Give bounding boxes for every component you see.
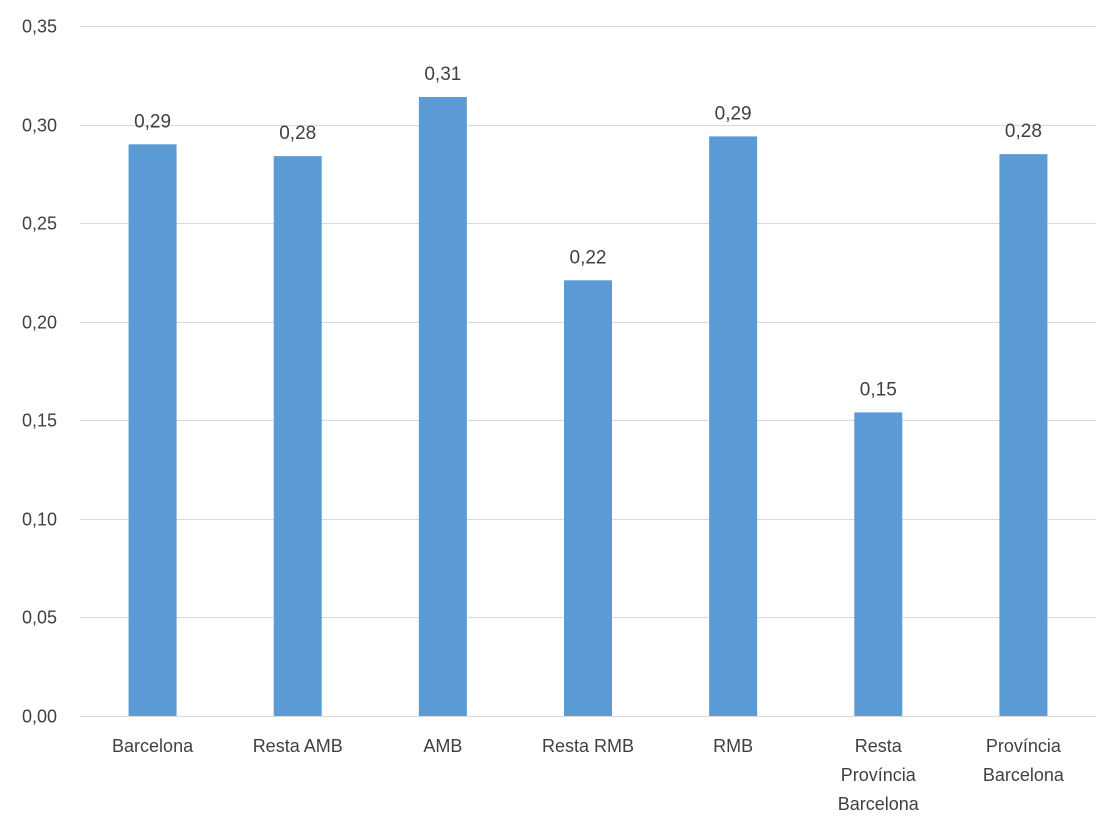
y-tick-label: 0,30 [22, 116, 57, 136]
data-label: 0,29 [134, 111, 171, 132]
bar [128, 144, 177, 717]
y-tick-label: 0,00 [22, 707, 57, 727]
y-tick-label: 0,35 [22, 17, 57, 37]
x-tick-label: Província [841, 765, 917, 785]
data-label: 0,28 [279, 123, 316, 144]
x-tick-label: Barcelona [838, 794, 920, 814]
data-label: 0,15 [860, 379, 897, 400]
bar [854, 412, 903, 716]
bar [999, 154, 1048, 717]
bar [564, 280, 612, 716]
y-tick-label: 0,05 [22, 608, 57, 628]
bar [273, 156, 322, 717]
x-tick-label: Resta [855, 736, 903, 756]
x-tick-label: AMB [423, 736, 462, 756]
y-axis-tick-labels: 0,00 0,05 0,10 0,15 0,20 0,25 0,30 0,35 [22, 17, 57, 727]
data-label: 0,31 [424, 64, 461, 85]
x-tick-label: RMB [713, 736, 753, 756]
y-tick-label: 0,15 [22, 411, 57, 431]
y-tick-label: 0,10 [22, 510, 57, 530]
data-label: 0,22 [570, 247, 607, 268]
x-tick-label: Resta RMB [542, 736, 634, 756]
y-tick-label: 0,25 [22, 214, 57, 234]
bar [418, 96, 467, 716]
x-tick-label: Resta AMB [253, 736, 343, 756]
data-label: 0,28 [1005, 121, 1042, 142]
y-tick-label: 0,20 [22, 313, 57, 333]
x-tick-label: Província [986, 736, 1062, 756]
x-tick-label: Barcelona [983, 765, 1065, 785]
data-label: 0,29 [715, 103, 752, 124]
x-axis-tick-labels: Barcelona Resta AMB AMB Resta RMB RMB Resta Pr… [112, 736, 1065, 814]
bars [128, 96, 1048, 717]
bar [709, 136, 758, 716]
data-labels: 0,29 0,28 0,31 0,22 0,29 0,15 0,28 [134, 64, 1042, 400]
x-tick-label: Barcelona [112, 736, 194, 756]
